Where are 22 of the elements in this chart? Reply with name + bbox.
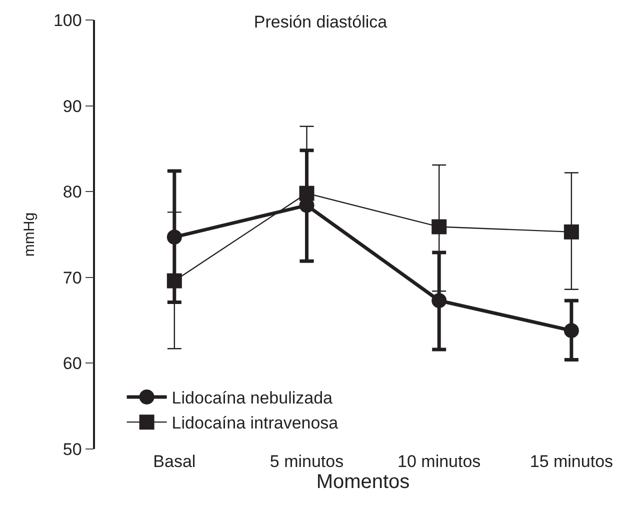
y-tick-label: 100 (53, 10, 82, 30)
x-axis-title: Momentos (316, 471, 410, 493)
point (166, 273, 182, 288)
point (432, 219, 447, 234)
legend-label: Lidocaína nebulizada (172, 388, 334, 408)
y-tick-label: 60 (62, 354, 82, 374)
y-tick-label: 50 (62, 440, 82, 459)
point (564, 323, 579, 338)
y-tick-label: 70 (62, 268, 82, 288)
point (564, 224, 579, 240)
y-axis-title: mmHg (21, 212, 38, 257)
point (166, 230, 182, 245)
point (432, 293, 447, 308)
legend-label: Lidocaína intravenosa (172, 414, 339, 433)
x-tick-label: 15 minutos (530, 452, 614, 471)
y-tick-label: 80 (62, 182, 82, 202)
x-tick-label: 5 minutos (270, 452, 344, 471)
point (299, 186, 314, 201)
chart-title: Presión diastólica (254, 12, 388, 32)
x-tick-label: 10 minutos (398, 452, 481, 471)
x-tick-label: Basal (153, 452, 196, 471)
y-tick-label: 90 (62, 96, 82, 116)
